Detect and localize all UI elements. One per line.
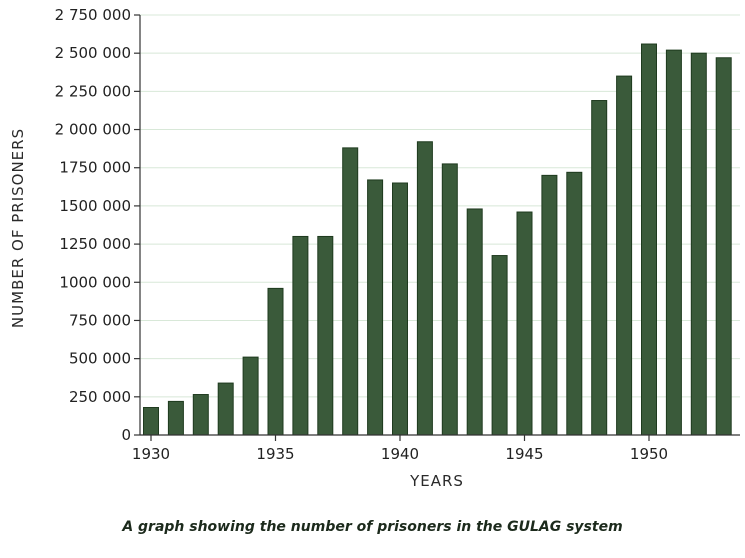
bar-1948 [591,100,608,436]
bar-1950 [641,43,657,436]
bar-1941 [416,141,433,436]
bars [143,43,732,436]
bar-1943 [466,208,483,436]
bar-1937 [317,235,334,436]
x-tick-label: 1935 [256,445,294,463]
y-tick-label: 500 000 [69,350,131,368]
bar-1945 [516,211,533,436]
y-tick-label: 0 [121,426,131,444]
x-tick-label: 1950 [630,445,668,463]
chart-caption: A graph showing the number of prisoners … [122,519,623,535]
bar-1931 [167,400,184,436]
y-tick-label: 750 000 [69,311,131,329]
x-tick-label: 1940 [381,445,419,463]
bar-1936 [292,235,309,436]
y-tick-label: 1250 000 [59,235,131,253]
bar-1946 [541,174,558,436]
y-tick-label: 2 250 000 [55,82,131,100]
axes [139,15,740,436]
y-tick-label: 2 750 000 [55,6,131,24]
y-tick-label: 2 000 000 [55,121,131,139]
y-ticks: 0 250 000 500 000 750 000 1000 000 1250 000 15… [55,6,140,444]
x-tick-label: 1945 [505,445,543,463]
bar-1939 [367,179,384,436]
y-tick-label: 1000 000 [59,273,131,291]
bar-1947 [566,171,583,436]
bar-1942 [441,163,458,436]
bar-1933 [217,382,234,436]
bar-1934 [242,356,259,436]
y-tick-label: 1750 000 [59,159,131,177]
bar-1938 [342,147,359,436]
bar-1930 [143,407,159,436]
x-axis-title: YEARS [409,472,464,490]
y-axis-title: NUMBER OF PRISONERS [9,128,27,328]
bar-1951 [665,49,682,436]
bar-1953 [715,57,732,436]
bar-1932 [192,394,209,436]
bar-1949 [616,75,633,436]
y-tick-label: 250 000 [69,388,131,406]
x-tick-label: 1930 [132,445,170,463]
bar-1940 [392,182,408,436]
gridlines [140,14,740,398]
y-tick-label: 1500 000 [59,197,131,215]
bar-1944 [491,255,508,436]
bar-1935 [267,287,284,436]
x-ticks: 1930 1935 1940 1945 1950 [132,435,668,463]
gulag-bar-chart: 0 250 000 500 000 750 000 1000 000 1250 000 15… [9,6,740,490]
bar-1952 [690,52,707,436]
y-tick-label: 2 500 000 [55,44,131,62]
